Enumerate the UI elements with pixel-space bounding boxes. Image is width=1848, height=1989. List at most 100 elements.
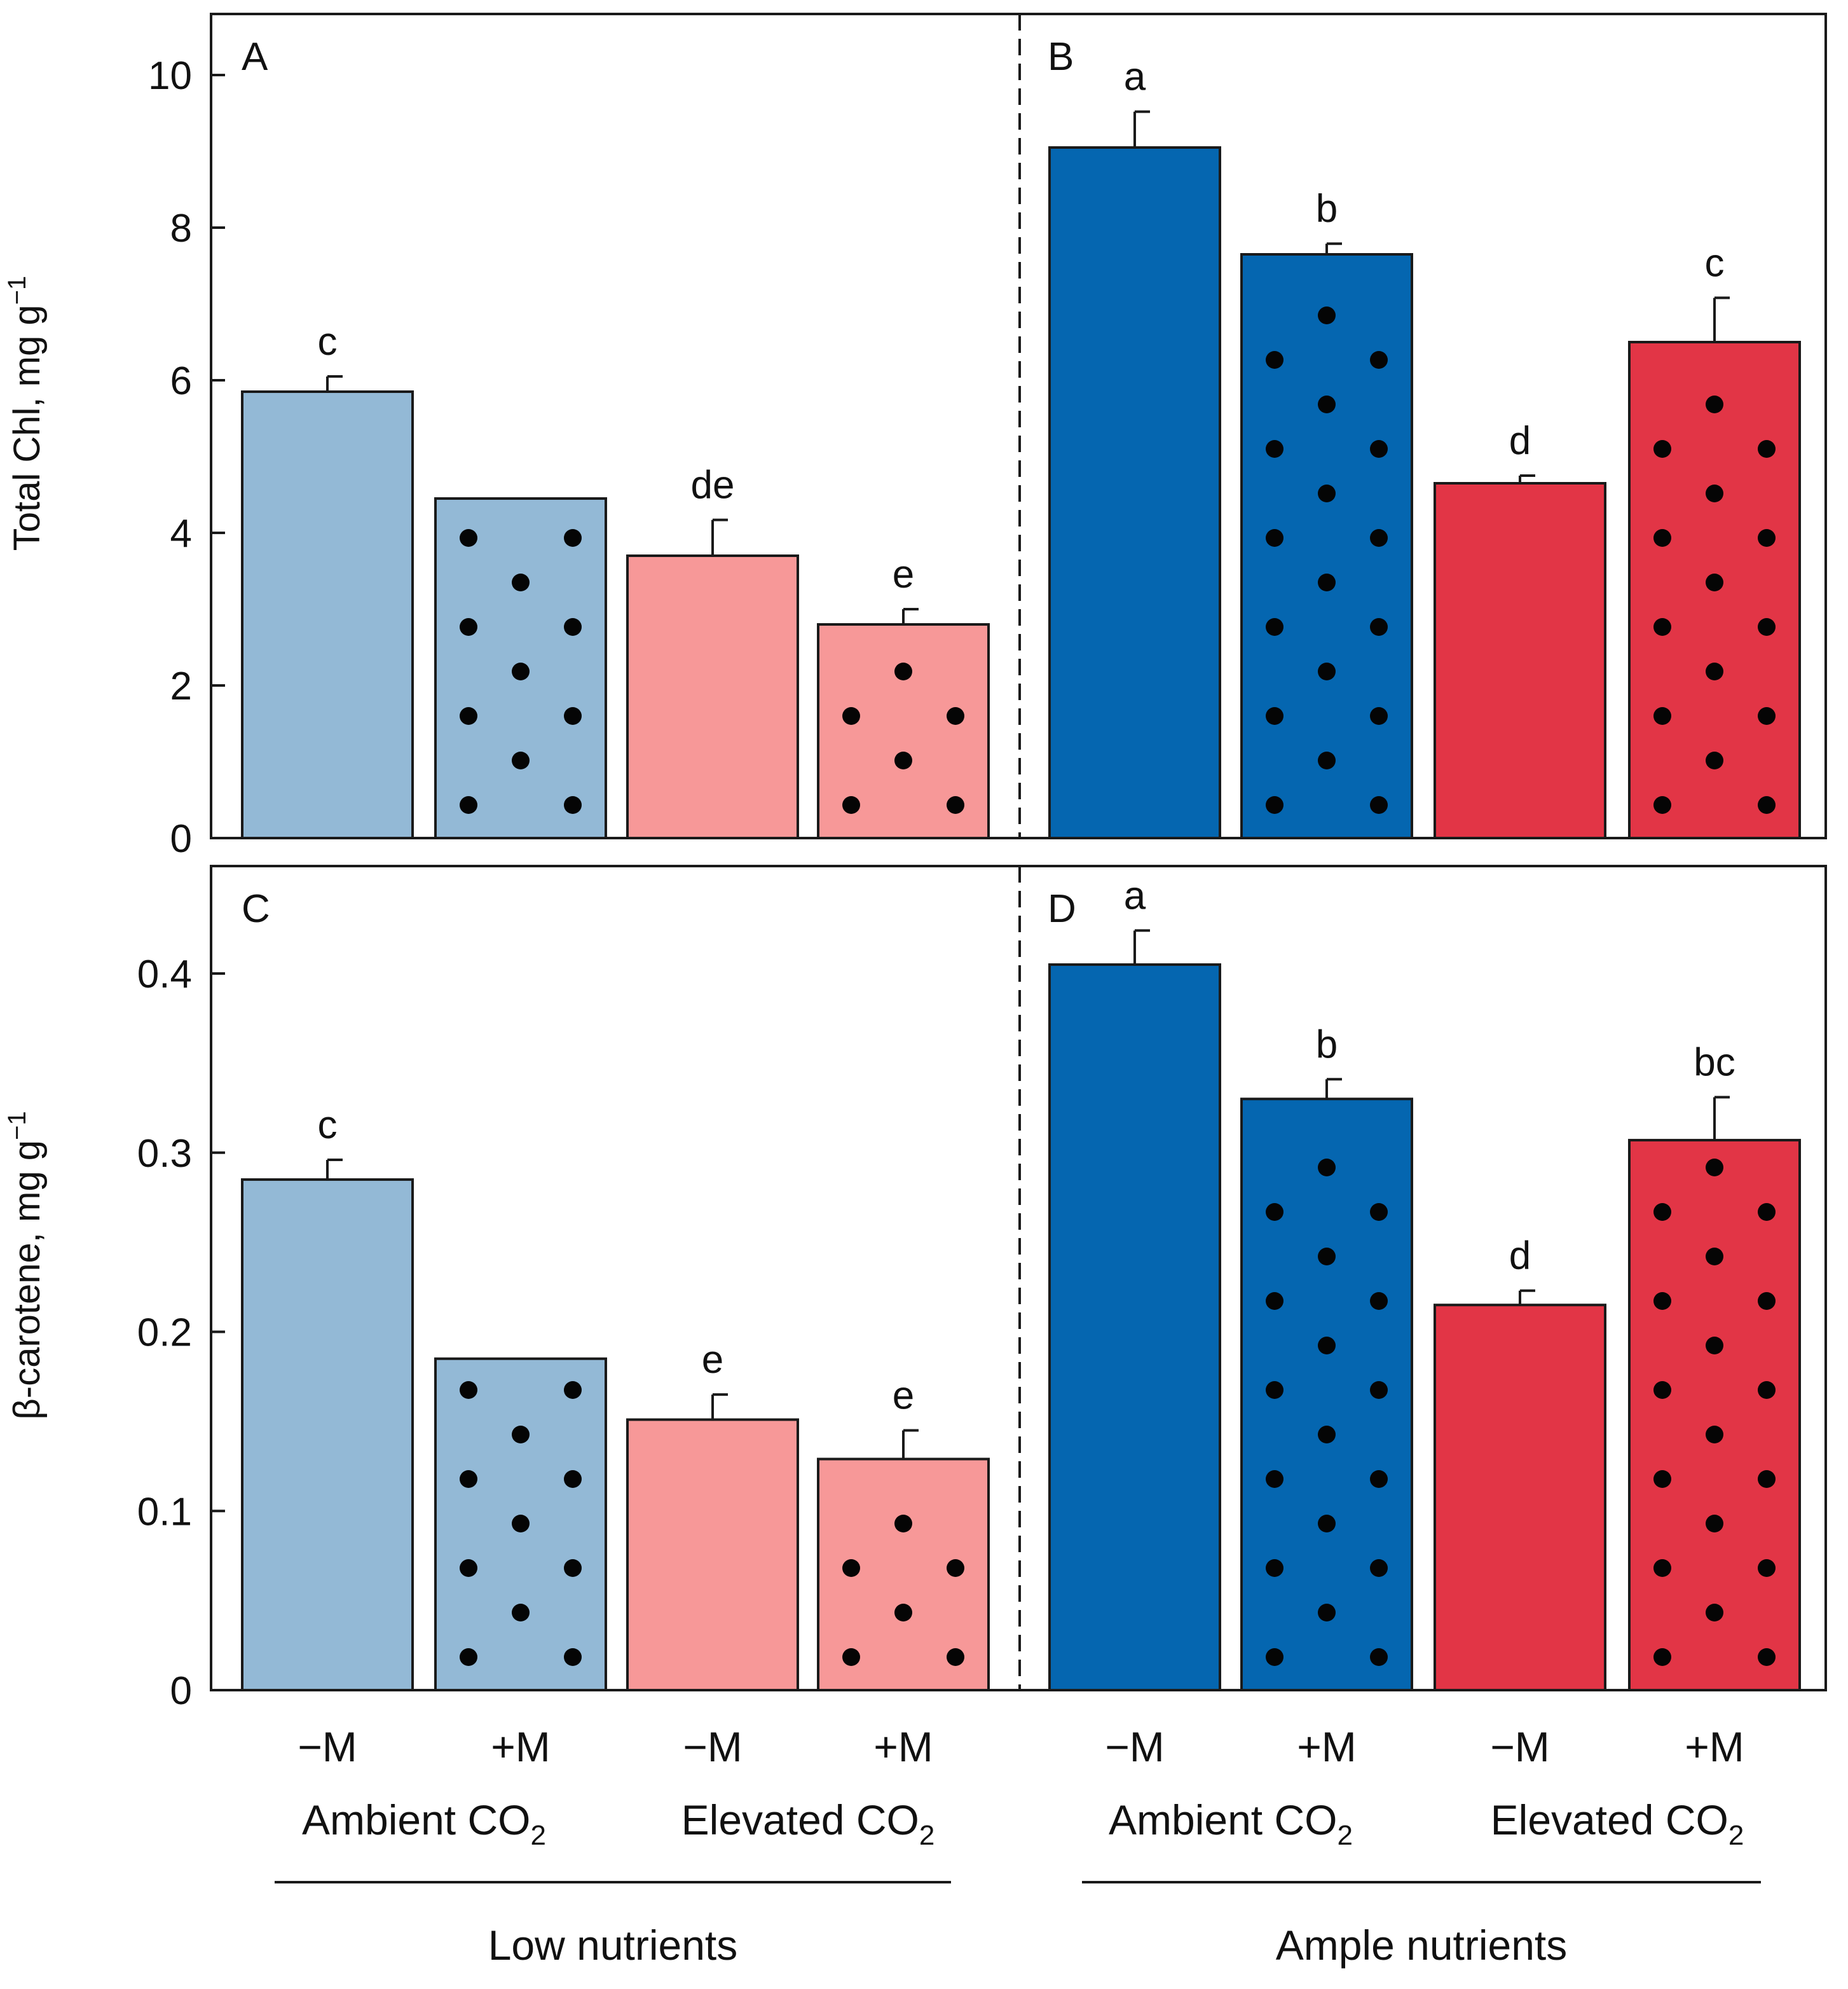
bar-dot xyxy=(1706,663,1723,680)
co2-group-label-text: Ambient CO xyxy=(1109,1796,1337,1843)
bar-dot xyxy=(842,1648,860,1666)
significance-letter: e xyxy=(893,1373,914,1417)
bar-dot xyxy=(1266,796,1283,814)
bar-D-0 xyxy=(1048,963,1221,1691)
significance-letter: c xyxy=(318,320,338,364)
co2-group-label-text: Ambient CO xyxy=(302,1796,530,1843)
bar-dot xyxy=(512,752,530,769)
bar-dot xyxy=(1653,1292,1671,1310)
y-tick-label: 4 xyxy=(170,512,192,556)
y-axis-title-main: Total Chl, mg g xyxy=(6,305,48,551)
y-tick-label: 8 xyxy=(170,207,192,251)
significance-letter: c xyxy=(318,1103,338,1147)
bar-dot xyxy=(1318,1604,1336,1621)
bar-dot xyxy=(1318,396,1336,413)
y-tick-label: 0 xyxy=(170,1669,192,1713)
significance-letter: b xyxy=(1316,1022,1338,1066)
bar-dot xyxy=(460,618,477,636)
bar-dot xyxy=(1653,440,1671,458)
bar-dot xyxy=(894,752,912,769)
bar-dot xyxy=(1758,529,1776,547)
significance-letter: c xyxy=(1705,241,1725,285)
y-axis-title-superscript: −1 xyxy=(3,276,31,305)
bar-dot xyxy=(1653,1470,1671,1488)
bar-D-2 xyxy=(1434,1304,1606,1692)
y-tick-label: 2 xyxy=(170,664,192,708)
co2-group-label: Elevated CO2 xyxy=(1491,1796,1744,1851)
y-tick-label: 0.3 xyxy=(137,1132,192,1176)
bar-dot xyxy=(512,1426,530,1443)
significance-letter: e xyxy=(702,1338,723,1382)
bar-dot xyxy=(1318,1515,1336,1532)
bar-dot xyxy=(1653,1648,1671,1666)
bar-B-0 xyxy=(1048,146,1221,839)
bar-dot xyxy=(1370,707,1388,725)
bar-dot xyxy=(564,618,582,636)
significance-letter: d xyxy=(1509,419,1531,463)
co2-group-label: Ambient CO2 xyxy=(1109,1796,1353,1851)
significance-letter: e xyxy=(893,553,914,596)
co2-group-label: Ambient CO2 xyxy=(302,1796,546,1851)
bar-dot xyxy=(1318,306,1336,324)
bar-dot xyxy=(1706,574,1723,591)
bar-dot xyxy=(460,1648,477,1666)
bar-dot xyxy=(1758,1559,1776,1577)
bar-dot xyxy=(1318,574,1336,591)
bar-dot xyxy=(1370,1648,1388,1666)
bar-dot xyxy=(1758,1381,1776,1399)
panel-letter: D xyxy=(1048,887,1076,931)
bar-dot xyxy=(1370,1381,1388,1399)
treatment-label: −M xyxy=(298,1723,357,1770)
panel-letter: C xyxy=(242,887,270,931)
treatment-label: +M xyxy=(491,1723,551,1770)
co2-group-label: Elevated CO2 xyxy=(681,1796,935,1851)
treatment-label: +M xyxy=(1297,1723,1357,1770)
bar-dot xyxy=(1706,1159,1723,1176)
bar-dot xyxy=(1266,1292,1283,1310)
bar-dot xyxy=(564,707,582,725)
bar-dot xyxy=(1266,1381,1283,1399)
significance-letter: a xyxy=(1124,55,1146,99)
bar-dot xyxy=(1653,707,1671,725)
bar-dot xyxy=(894,1604,912,1621)
bar-dot xyxy=(1318,1248,1336,1265)
bar-dot xyxy=(460,1381,477,1399)
bar-dot xyxy=(564,1559,582,1577)
bar-dot xyxy=(1706,485,1723,502)
co2-subscript: 2 xyxy=(919,1820,934,1851)
y-axis-title: β-carotene, mg g−1 xyxy=(3,1111,48,1419)
bar-dot xyxy=(1706,752,1723,769)
bar-dot xyxy=(460,707,477,725)
co2-subscript: 2 xyxy=(1728,1820,1744,1851)
y-tick-label: 0.4 xyxy=(137,953,192,996)
bar-dot xyxy=(1653,1559,1671,1577)
treatment-label: −M xyxy=(1105,1723,1165,1770)
bar-dot xyxy=(1706,396,1723,413)
bar-dot xyxy=(894,1515,912,1532)
significance-letter: b xyxy=(1316,187,1338,231)
bar-dot xyxy=(512,1604,530,1621)
bar-dot xyxy=(1266,1648,1283,1666)
y-tick-label: 0.2 xyxy=(137,1311,192,1355)
panel-letter: A xyxy=(242,35,268,79)
nutrient-group-label: Ample nutrients xyxy=(1276,1922,1568,1969)
bar-dot xyxy=(1758,440,1776,458)
bar-dot xyxy=(1266,1470,1283,1488)
y-tick-label: 6 xyxy=(170,359,192,403)
bar-dot xyxy=(1318,663,1336,680)
bar-dot xyxy=(1758,618,1776,636)
bar-dot xyxy=(894,663,912,680)
bar-dot xyxy=(1266,1559,1283,1577)
bar-dot xyxy=(947,1559,964,1577)
y-axis-title-superscript: −1 xyxy=(3,1111,31,1140)
bar-dot xyxy=(1318,1426,1336,1443)
bar-dot xyxy=(1706,1515,1723,1532)
bar-dot xyxy=(1653,796,1671,814)
treatment-label: −M xyxy=(1490,1723,1550,1770)
significance-letter: a xyxy=(1124,874,1146,918)
bar-dot xyxy=(1370,618,1388,636)
y-tick-label: 0.1 xyxy=(137,1490,192,1534)
bar-dot xyxy=(1706,1337,1723,1354)
bar-dot xyxy=(1318,1159,1336,1176)
bar-dot xyxy=(460,1470,477,1488)
